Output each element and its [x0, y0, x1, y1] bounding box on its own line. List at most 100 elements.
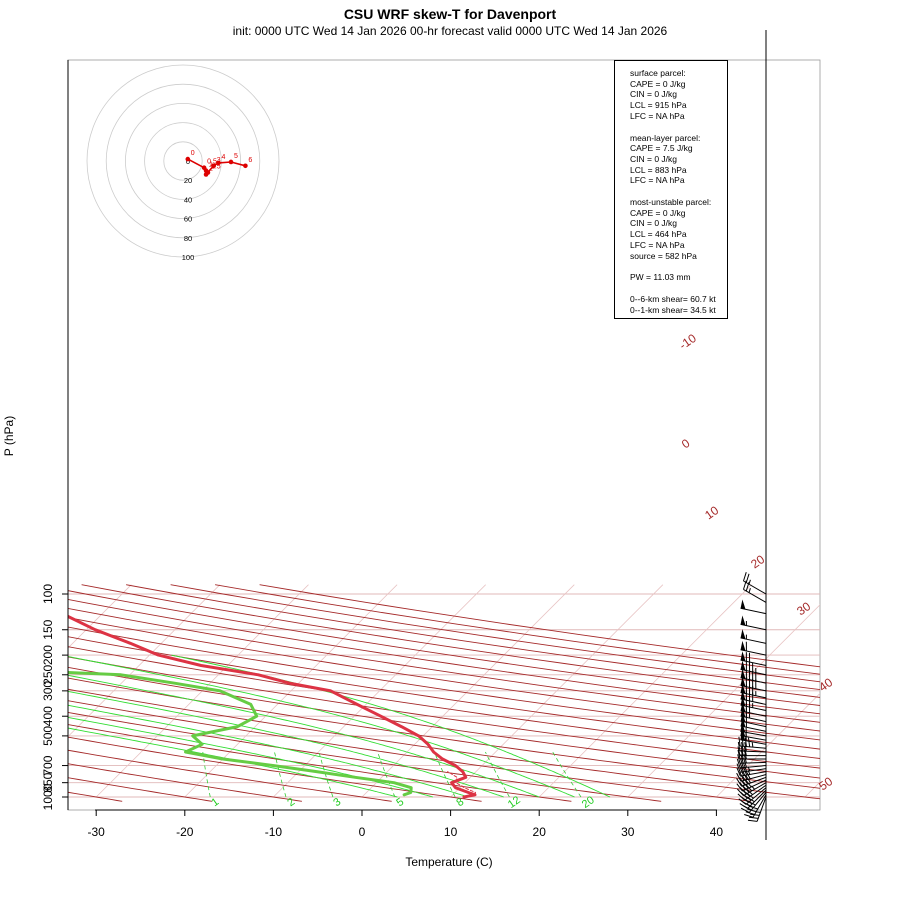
wind-barb-flag [740, 640, 746, 651]
hodograph-point [185, 156, 191, 162]
wind-barb-flag [740, 615, 746, 626]
wind-barb-full-feather [738, 736, 741, 747]
wind-barb-full-feather [743, 572, 747, 582]
moist-adiabat [68, 690, 504, 798]
sounding-curves [68, 614, 477, 799]
stat-line: mean-layer parcel: [630, 132, 701, 143]
wind-barb-full-feather [745, 811, 755, 815]
mixing-ratio-label: 3 [331, 796, 343, 809]
y-tick-label: 250 [41, 664, 55, 684]
stat-line: 0--6-km shear= 60.7 kt [630, 293, 716, 304]
wind-barb-flag [740, 660, 746, 671]
hodograph-point [203, 172, 209, 177]
wind-barb-full-feather [739, 766, 745, 776]
wind-barb-flag [740, 712, 746, 723]
stat-line: CAPE = 0 J/kg [630, 207, 686, 218]
dry-adiabat [68, 626, 820, 741]
wind-barb-staff [742, 779, 767, 792]
wind-barb-half-feather [748, 579, 751, 585]
wind-barb-staff [739, 761, 767, 764]
wind-barb-full-feather [737, 749, 741, 760]
dewpoint-line [68, 670, 413, 797]
wind-barb-flag [740, 707, 746, 718]
dry-adiabat-label: -10 [677, 331, 700, 353]
dry-adiabats [68, 584, 820, 802]
wind-barb-staff [740, 739, 767, 745]
parcel-stats-box: surface parcel: CAPE = 0 J/kg CIN = 0 J/… [614, 60, 728, 319]
moist-adiabat [171, 654, 611, 798]
hodograph: 0 20 40 60 80 100 0 0.511.523 4 5 6 [86, 64, 280, 262]
dry-adiabat [68, 607, 820, 723]
x-tick-label: 20 [533, 825, 547, 839]
stat-line: CAPE = 0 J/kg [630, 78, 686, 89]
stat-line: surface parcel: [630, 68, 686, 78]
wind-barb-full-feather [739, 803, 748, 809]
stat-line: CAPE = 7.5 J/kg [630, 143, 693, 154]
mean-layer-parcel-group: mean-layer parcel: CAPE = 7.5 J/kg CIN =… [630, 133, 727, 187]
wind-barb-staff [743, 588, 767, 603]
stat-line: most-unstable parcel: [630, 197, 712, 208]
isotherm-line [68, 584, 221, 738]
stat-line: LFC = NA hPa [630, 239, 685, 250]
wind-barb-staff [741, 776, 767, 787]
dry-adiabat [68, 646, 820, 759]
parcel-line [447, 771, 476, 796]
wind-barb-staff [740, 684, 767, 692]
wind-barb-full-feather [745, 783, 753, 792]
wind-barb-staff [740, 771, 767, 777]
dry-adiabat [215, 584, 820, 675]
wind-barb-full-feather [736, 783, 743, 792]
wind-barb-staff [740, 730, 767, 737]
y-tick-label: 500 [41, 726, 55, 746]
wind-barb-staff [743, 580, 767, 595]
wind-barb-full-feather [748, 816, 759, 819]
wind-barb-staff [739, 750, 767, 753]
dry-adiabat [68, 677, 820, 789]
mixing-ratio-line [433, 751, 456, 798]
hodograph-ring-label: 40 [184, 195, 192, 204]
hodograph-point [243, 163, 248, 169]
axes: -30 -20 -10 0 10 20 30 401001502002503004005007… [41, 60, 723, 839]
hodograph-point-label: 1 [209, 162, 213, 169]
y-tick-label: 300 [41, 681, 55, 701]
stat-line: CIN = 0 J/kg [630, 218, 678, 229]
y-tick-label: 150 [41, 619, 55, 639]
dry-adiabat [68, 656, 820, 769]
isotherm-line [627, 604, 820, 798]
dry-adiabat [68, 791, 123, 802]
isotherm-line [716, 692, 820, 798]
wind-barb-staff [743, 782, 767, 797]
moist-adiabat [68, 674, 540, 798]
y-tick-label: 100 [41, 584, 55, 604]
dry-adiabat [68, 590, 820, 706]
wind-barb-flag [740, 702, 746, 712]
hodograph-point [211, 163, 217, 169]
dry-adiabat [68, 763, 302, 802]
wind-barb-staff [744, 784, 767, 801]
mixing-ratio-label: 1 [209, 796, 221, 809]
mixing-ratio-label: 20 [580, 794, 597, 811]
wind-barb-full-feather [737, 793, 746, 801]
hodograph-ring-label: 20 [184, 176, 192, 185]
y-tick-label: 700 [41, 755, 55, 775]
stat-line: LCL = 915 hPa [630, 100, 687, 111]
wind-barb-full-feather [747, 819, 758, 822]
wind-barb-full-feather [747, 808, 757, 813]
wind-barb-staff [740, 623, 767, 631]
y-tick-label: 200 [41, 645, 55, 665]
wind-barb-staff [740, 765, 767, 769]
x-tick-label: -10 [265, 825, 283, 839]
stat-line: PW = 11.03 mm [630, 272, 691, 283]
wind-barb-staff [740, 725, 767, 732]
wind-barb-full-feather [747, 737, 751, 747]
y-tick-label: 850 [41, 772, 55, 792]
wind-barb-flag [740, 629, 746, 639]
moist-adiabat [68, 727, 398, 798]
wind-barb-full-feather [736, 778, 742, 787]
wind-barb-staff [740, 659, 767, 666]
wind-barb-full-feather [744, 737, 747, 747]
wind-barb-staff [752, 794, 767, 818]
hodograph-point-label: 4 [222, 154, 226, 161]
wind-barb-flag [740, 683, 746, 694]
